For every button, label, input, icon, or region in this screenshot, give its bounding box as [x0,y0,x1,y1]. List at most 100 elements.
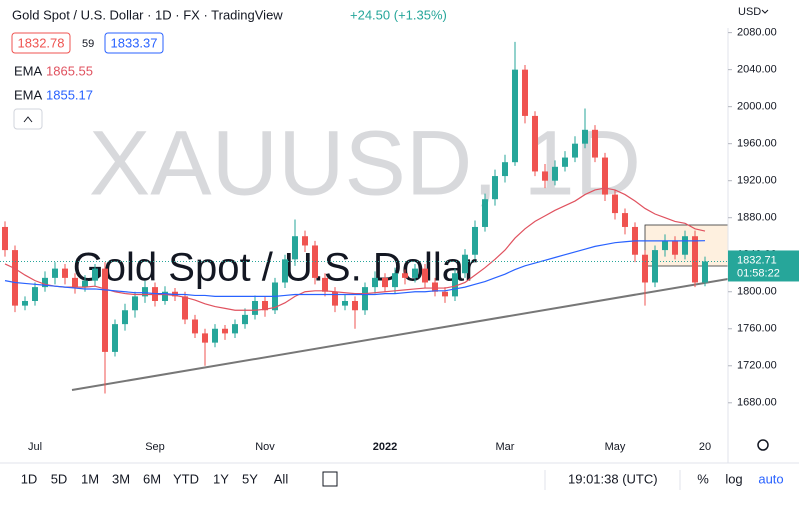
watermark: XAUUSD, 1D [89,112,641,214]
range-button[interactable]: All [274,471,289,486]
candle-body [2,226,8,251]
y-tick-label: 2080.00 [737,27,777,39]
candle-body [32,287,38,301]
x-tick-label: Sep [145,441,165,453]
candle-body [12,250,18,306]
candle-body [512,69,518,163]
candle-body [652,250,658,283]
candle-body [462,254,468,274]
last-price-box [728,250,799,282]
ema-line [4,240,706,297]
x-tick-label: 2022 [373,441,397,453]
spread: 59 [82,38,94,50]
candle-body [182,296,188,320]
candle-body [112,324,118,352]
candle-body [482,199,488,227]
candle-body [522,69,528,116]
range-button[interactable]: 1M [81,471,99,486]
x-tick-label: Jul [28,441,42,453]
candle-body [162,291,168,301]
candle-body [122,310,128,325]
candle-body [552,166,558,181]
y-tick-label: 2040.00 [737,64,777,76]
change: +24.50 (+1.35%) [350,7,447,22]
candle-body [672,240,678,255]
collapse-icon[interactable] [23,116,33,123]
settings-icon[interactable] [757,439,769,451]
range-button[interactable]: 1Y [213,471,229,486]
chart-title: Gold Spot / U.S. Dollar · 1D · FX · Trad… [12,7,283,22]
candle-body [352,300,358,311]
range-button[interactable]: 6M [143,471,161,486]
y-tick-label: 1720.00 [737,360,777,372]
candle-body [432,282,438,292]
y-tick-label: 1800.00 [737,286,777,298]
candle-body [542,171,548,181]
candle-body [292,236,298,260]
candle-body [382,277,388,288]
buy-box[interactable] [104,32,164,54]
range-button[interactable]: 1D [21,471,38,486]
option-button[interactable]: auto [758,471,783,486]
candle-body [472,226,478,255]
candle-body [492,176,498,200]
countdown: 01:58:22 [737,267,780,279]
legend-label: EMA [14,63,43,78]
candle-body [202,333,208,343]
candle-body [222,328,228,334]
candle-body [92,268,98,281]
candle-body [132,296,138,311]
currency-caret[interactable] [761,9,769,14]
range-box [644,224,729,267]
y-tick-label: 1880.00 [737,212,777,224]
y-tick-label: 1760.00 [737,323,777,335]
y-tick-label: 1960.00 [737,138,777,150]
candle-body [342,300,348,306]
x-tick-label: 20 [699,441,711,453]
candle-body [622,213,628,227]
candle-body [682,236,688,255]
range-button[interactable]: 5D [51,471,68,486]
option-button[interactable]: log [725,471,742,486]
candle-body [192,319,198,334]
candle-body [452,273,458,297]
candle-body [332,291,338,306]
trendline [71,278,729,391]
candle-body [62,268,68,278]
range-button[interactable]: 5Y [242,471,258,486]
candle-body [592,129,598,158]
last-price-label: 1832.71 [737,254,777,266]
candle-body [502,162,508,177]
option-button[interactable]: % [697,471,709,486]
range-button[interactable]: 3M [112,471,130,486]
buy-price[interactable]: 1833.37 [111,35,158,50]
candle-body [242,314,248,325]
candle-body [142,287,148,297]
x-tick-label: May [605,441,626,453]
candle-body [362,287,368,311]
legend-value: 1855.17 [46,87,93,102]
plot [2,41,708,394]
legend-label: EMA [14,87,43,102]
candle-body [372,277,378,288]
ema-line [4,187,706,311]
candle-body [562,157,568,167]
candle-body [262,300,268,311]
candle-body [642,254,648,283]
y-tick-label: 1680.00 [737,397,777,409]
compare-icon[interactable] [322,471,338,487]
collapse-button[interactable] [13,108,43,130]
candle-body [402,273,408,278]
currency[interactable]: USD [738,6,761,18]
candle-body [282,259,288,283]
candle-body [442,291,448,297]
candle-body [322,277,328,292]
candle-body [72,277,78,288]
y-tick-label: 1920.00 [737,175,777,187]
candle-body [232,324,238,334]
range-button[interactable]: YTD [173,471,199,486]
sell-price[interactable]: 1832.78 [18,35,65,50]
sell-box[interactable] [11,32,71,54]
candle-body [612,194,618,214]
